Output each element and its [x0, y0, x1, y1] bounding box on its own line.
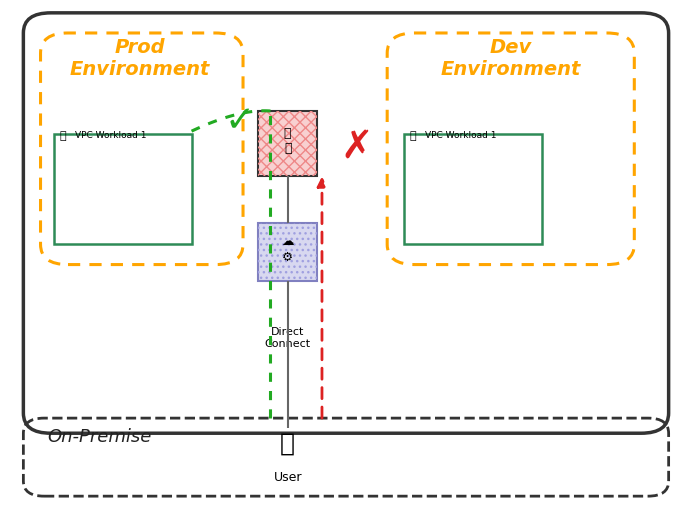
Bar — [259, 111, 317, 177]
Text: VPC Workload 1: VPC Workload 1 — [75, 131, 146, 140]
Text: 🌩️
🧱: 🌩️ 🧱 — [284, 127, 291, 155]
Bar — [259, 223, 317, 281]
Bar — [404, 134, 542, 244]
Bar — [54, 134, 192, 244]
Text: Prod
Environment: Prod Environment — [70, 38, 210, 79]
Text: Network
Firewall: Network Firewall — [264, 222, 311, 243]
Text: On-Premise: On-Premise — [47, 428, 152, 446]
Text: ✓: ✓ — [224, 104, 255, 138]
Text: VPC Workload 1: VPC Workload 1 — [425, 131, 496, 140]
Bar — [259, 223, 317, 281]
Text: 🖥️: 🖥️ — [280, 432, 295, 456]
Text: Dev
Environment: Dev Environment — [441, 38, 581, 79]
Text: User: User — [273, 470, 302, 484]
Text: ⛅: ⛅ — [409, 131, 416, 141]
Text: ✗: ✗ — [340, 127, 372, 165]
Bar — [259, 111, 317, 177]
Text: Direct
Connect: Direct Connect — [264, 327, 311, 349]
Text: ⛅: ⛅ — [59, 131, 66, 141]
Text: ☁
⚙: ☁ ⚙ — [282, 236, 294, 264]
